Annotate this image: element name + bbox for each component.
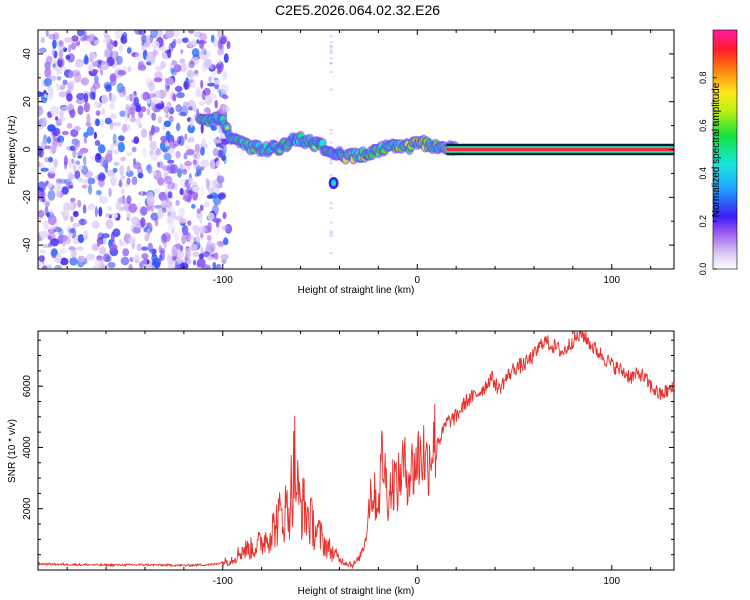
snr-frame: [37, 330, 675, 571]
snr-ylabel: SNR (10 * v/v): [7, 419, 18, 483]
snr-panel: -100 0 100 2000 4000 6000 Height of straight …: [7, 330, 675, 597]
spec-xtick-label: -100: [213, 275, 233, 286]
spec-ytick-label: 40: [22, 48, 33, 60]
snr-xtick-label: -100: [213, 576, 233, 587]
spectrogram-panel: -100 0 100 -40 -20 0 20 40 Height of straight l…: [7, 29, 675, 296]
spec-xtick-label: 100: [603, 275, 620, 286]
spec-xtick-label: 0: [414, 275, 420, 286]
colorbar-tick-label: 0.4: [698, 167, 708, 180]
snr-ytick-label: 2000: [22, 497, 33, 520]
figure-title: C2E5.2026.064.02.32.E26: [274, 2, 441, 18]
noise-speckle: [38, 30, 233, 269]
snr-ytick-label: 6000: [22, 375, 33, 398]
snr-ytick-label: 4000: [22, 436, 33, 459]
spec-ytick-label: 0: [22, 146, 33, 152]
colorbar-label: Normalized spectral amplitude: [711, 82, 722, 217]
spectrogram-ylabel: Frequency (Hz): [7, 116, 18, 185]
colorbar-tick-label: 0.6: [698, 119, 708, 132]
faint-streak: [329, 35, 333, 255]
snr-series-line: [38, 331, 674, 570]
steady-tone-band: [446, 143, 674, 156]
colorbar: 0.0 0.2 0.4 0.6 0.8 Normalized spectral ampl…: [698, 29, 738, 276]
colorbar-tick-label: 0.8: [698, 72, 708, 85]
spec-ytick-label: -40: [22, 237, 33, 252]
snr-xtick-label: 100: [603, 576, 620, 587]
colorbar-tick-label: 0.2: [698, 215, 708, 228]
spec-ytick-label: 20: [22, 96, 33, 108]
tone-track: [194, 111, 461, 165]
snr-xlabel: Height of straight line (km): [298, 586, 415, 597]
colorbar-gradient: [712, 29, 738, 270]
spec-ytick-label: -20: [22, 190, 33, 205]
colorbar-tick-label: 0.0: [698, 263, 708, 276]
snr-xtick-label: 0: [414, 576, 420, 587]
spectrogram-xlabel: Height of straight line (km): [298, 285, 415, 296]
